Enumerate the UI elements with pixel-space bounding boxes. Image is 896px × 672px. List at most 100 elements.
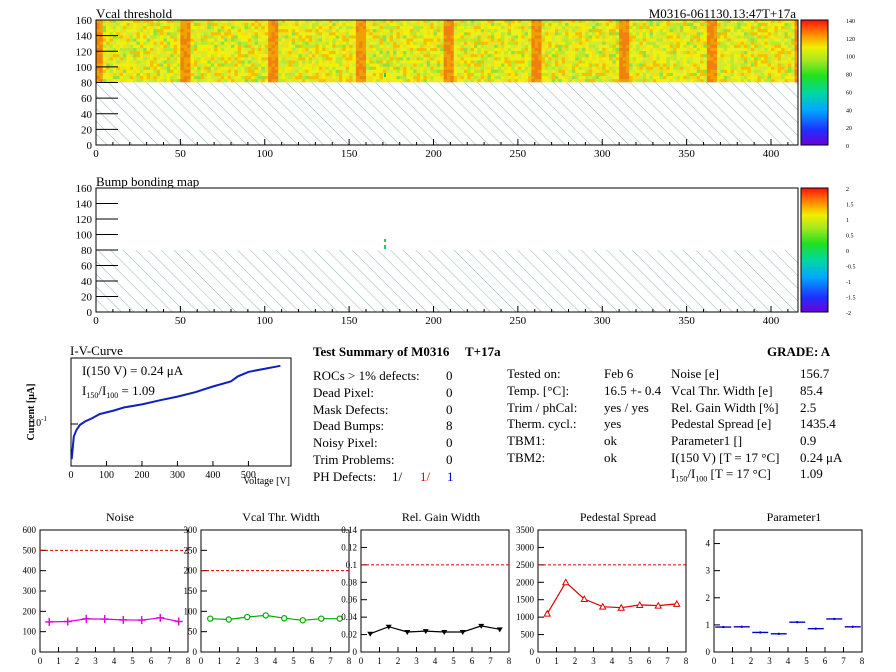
- vcal-map-cell: [521, 75, 525, 80]
- vcal-map-cell: [717, 25, 721, 30]
- vcal-map-cell: [258, 78, 262, 83]
- vcal-map-cell: [305, 72, 309, 77]
- vcal-map-cell: [180, 57, 185, 61]
- vcal-map-cell: [372, 28, 377, 33]
- vcal-map-cell: [190, 63, 195, 67]
- vcal-map-cell: [220, 57, 225, 61]
- vcal-map-cell: [301, 66, 306, 70]
- vcal-map-cell: [281, 66, 286, 70]
- vcal-map-cell: [123, 78, 127, 83]
- vcal-map-cell: [261, 53, 266, 58]
- vcal-map-cell: [484, 41, 488, 45]
- vcal-map-cell: [771, 44, 775, 48]
- vcal-map-cell: [126, 25, 131, 30]
- vcal-map-cell: [220, 38, 225, 42]
- vcal-map-cell: [335, 66, 340, 70]
- vcal-map-cell: [494, 35, 498, 39]
- vcal-map-cell: [102, 57, 107, 61]
- vcal-map-cell: [440, 41, 444, 45]
- vcal-map-cell: [119, 41, 124, 45]
- vcal-map-cell: [561, 28, 566, 33]
- vcal-map-cell: [602, 25, 606, 30]
- vcal-map-cell: [676, 50, 681, 55]
- vcal-map-cell: [366, 69, 370, 73]
- vcal-map-cell: [690, 41, 694, 45]
- vcal-map-cell: [177, 22, 181, 27]
- vcal-map-cell: [706, 72, 711, 77]
- vcal-map-cell: [541, 60, 546, 64]
- vcal-map-cell: [663, 53, 667, 58]
- vcal-map-cell: [332, 38, 336, 42]
- vcal-map-cell: [274, 69, 279, 73]
- vcal-map-cell: [153, 63, 158, 67]
- vcal-map-cell: [163, 38, 168, 42]
- vcal-map-cell: [706, 57, 711, 61]
- vcal-map-cell: [315, 72, 320, 77]
- vcal-map-cell: [271, 75, 276, 80]
- vcal-map-cell: [605, 78, 610, 83]
- vcal-map-cell: [686, 22, 691, 27]
- vcal-map-cell: [177, 72, 181, 77]
- vcal-map-cell: [369, 50, 374, 55]
- vcal-map-cell: [436, 63, 441, 67]
- vcal-map-cell: [696, 69, 701, 73]
- vcal-map-cell: [595, 66, 600, 70]
- vcal-map-cell: [625, 75, 630, 80]
- vcal-map-cell: [285, 63, 289, 67]
- vcal-map-cell: [760, 32, 765, 36]
- vcal-map-cell: [197, 53, 201, 58]
- vcal-map-cell: [646, 28, 650, 33]
- vcal-map-cell: [686, 63, 691, 67]
- y-tick-label: 3000: [516, 542, 535, 552]
- vcal-map-cell: [369, 53, 374, 58]
- vcal-map-cell: [244, 44, 249, 48]
- vcal-map-cell: [339, 32, 343, 36]
- vcal-map-cell: [413, 57, 417, 61]
- vcal-map-cell: [646, 63, 650, 67]
- vcal-map-cell: [720, 53, 725, 58]
- vcal-map-cell: [436, 28, 441, 33]
- vcal-map-cell: [369, 75, 374, 80]
- vcal-map-cell: [774, 47, 779, 52]
- vcal-map-cell: [234, 72, 239, 77]
- vcal-map-cell: [467, 50, 471, 55]
- vcal-map-cell: [625, 53, 630, 58]
- vcal-map-cell: [332, 35, 336, 39]
- vcal-map-cell: [555, 19, 559, 23]
- vcal-map-cell: [656, 69, 660, 73]
- vcal-map-cell: [453, 50, 458, 55]
- data-point: [82, 614, 91, 623]
- vcal-map-cell: [544, 22, 549, 27]
- vcal-map-cell: [652, 78, 657, 83]
- vcal-map-cell: [325, 66, 330, 70]
- grade-label: GRADE: A: [767, 344, 831, 359]
- vcal-map-cell: [521, 57, 525, 61]
- vcal-map-cell: [231, 41, 235, 45]
- vcal-map-cell: [794, 60, 799, 64]
- vcal-map-cell: [467, 57, 471, 61]
- vcal-map-cell: [771, 41, 775, 45]
- vcal-map-cell: [727, 50, 731, 55]
- vcal-map-cell: [666, 69, 671, 73]
- vcal-map-cell: [598, 35, 603, 39]
- vcal-map-cell: [659, 28, 664, 33]
- vcal-map-cell: [642, 32, 647, 36]
- vcal-map-cell: [207, 32, 212, 36]
- vcal-map-cell: [217, 41, 222, 45]
- vcal-map-cell: [615, 32, 620, 36]
- vcal-map-cell: [426, 35, 431, 39]
- y-tick-label: 0: [32, 647, 37, 657]
- vcal-map-cell: [163, 78, 168, 83]
- vcal-map-cell: [112, 69, 117, 73]
- vcal-map-cell: [754, 32, 758, 36]
- x-tick-label: 5: [291, 656, 296, 666]
- vcal-map-cell: [666, 25, 671, 30]
- vcal-map-cell: [251, 72, 255, 77]
- vcal-map-cell: [612, 75, 617, 80]
- vcal-map-cell: [767, 38, 772, 42]
- vcal-map-cell: [652, 22, 657, 27]
- vcal-map-cell: [787, 38, 792, 42]
- vcal-map-cell: [629, 22, 633, 27]
- vcal-map-cell: [720, 47, 725, 52]
- vcal-map-cell: [416, 44, 421, 48]
